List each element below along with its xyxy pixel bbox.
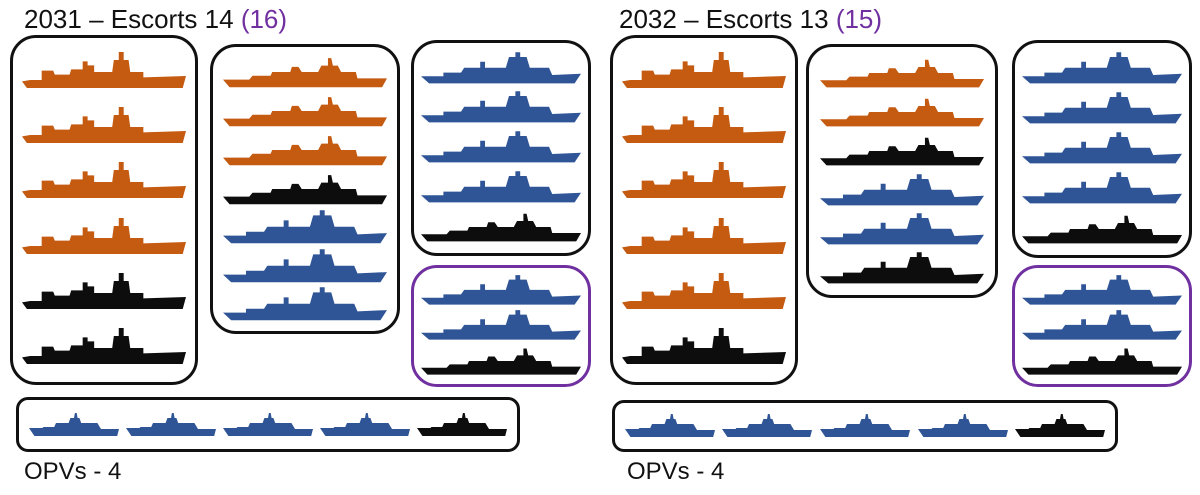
orange-destroyer-ship-icon xyxy=(22,51,186,88)
black-type23-ship-icon xyxy=(1022,348,1182,375)
blue-frigate-ship-icon xyxy=(1022,132,1182,164)
opv-label: OPVs - 4 xyxy=(24,458,122,485)
orange-destroyer-ship-icon xyxy=(22,162,186,199)
black-opv-ship-icon xyxy=(1015,414,1106,437)
opv-label: OPVs - 4 xyxy=(627,458,725,485)
black-destroyer-ship-icon xyxy=(22,272,186,309)
destroyer-group xyxy=(610,35,798,385)
blue-opv-ship-icon xyxy=(222,412,313,436)
title-extra: (16) xyxy=(240,4,288,34)
black-type23-ship-icon xyxy=(421,213,581,242)
blue-frigate-ship-icon xyxy=(421,310,581,340)
black-opv-ship-icon xyxy=(417,412,508,436)
orange-destroyer-ship-icon xyxy=(22,106,186,143)
blue-frigate-ship-icon xyxy=(421,131,581,163)
blue-opv-ship-icon xyxy=(917,414,1008,437)
black-destroyer-ship-icon xyxy=(22,328,186,365)
opv-group xyxy=(612,400,1118,452)
orange-type23-ship-icon xyxy=(223,136,387,166)
black-type23-ship-icon xyxy=(1022,215,1182,244)
orange-type23-ship-icon xyxy=(820,98,984,127)
title-main: 2032 – Escorts 13 xyxy=(619,4,829,34)
black-type23-ship-icon xyxy=(820,138,984,166)
orange-destroyer-ship-icon xyxy=(622,51,786,88)
blue-frigate-ship-icon xyxy=(421,51,581,84)
orange-destroyer-ship-icon xyxy=(622,272,786,309)
orange-type23-ship-icon xyxy=(223,97,387,127)
blue-frigate-ship-icon xyxy=(223,287,387,321)
blue-frigate-ship-icon xyxy=(1022,310,1182,340)
destroyer-group xyxy=(10,35,198,385)
reserve-group xyxy=(411,265,591,387)
black-type23-ship-icon xyxy=(421,348,581,375)
blue-opv-ship-icon xyxy=(624,414,715,437)
blue-frigate-ship-icon xyxy=(223,248,387,282)
blue-frigate-ship-icon xyxy=(1022,275,1182,305)
black-frigate-ship-icon xyxy=(820,252,984,284)
orange-destroyer-ship-icon xyxy=(622,106,786,143)
blue-frigate-ship-icon xyxy=(1022,92,1182,124)
blue-opv-ship-icon xyxy=(28,412,119,436)
frigate-group xyxy=(411,40,591,256)
blue-opv-ship-icon xyxy=(819,414,910,437)
blue-frigate-ship-icon xyxy=(820,213,984,245)
frigate-group xyxy=(1012,40,1192,258)
orange-type23-ship-icon xyxy=(820,59,984,88)
orange-destroyer-ship-icon xyxy=(622,162,786,199)
reserve-group xyxy=(1012,265,1192,387)
title-main: 2031 – Escorts 14 xyxy=(24,4,234,34)
blue-opv-ship-icon xyxy=(320,412,411,436)
blue-frigate-ship-icon xyxy=(421,275,581,305)
black-type23-ship-icon xyxy=(223,175,387,205)
blue-frigate-ship-icon xyxy=(1022,172,1182,204)
blue-opv-ship-icon xyxy=(722,414,813,437)
orange-type23-ship-icon xyxy=(223,58,387,88)
blue-frigate-ship-icon xyxy=(421,91,581,123)
blue-frigate-ship-icon xyxy=(820,173,984,206)
orange-destroyer-ship-icon xyxy=(22,217,186,254)
opv-group xyxy=(16,397,520,452)
blue-frigate-ship-icon xyxy=(223,210,387,243)
black-destroyer-ship-icon xyxy=(622,328,786,365)
blue-frigate-ship-icon xyxy=(421,170,581,202)
panel-title: 2031 – Escorts 14 (16) xyxy=(24,4,287,34)
frigate-group-mixed xyxy=(806,44,998,298)
frigate-group-mixed xyxy=(210,44,400,334)
blue-frigate-ship-icon xyxy=(1022,52,1182,84)
title-extra: (15) xyxy=(835,4,883,34)
panel-title: 2032 – Escorts 13 (15) xyxy=(619,4,882,34)
blue-opv-ship-icon xyxy=(125,412,216,436)
orange-destroyer-ship-icon xyxy=(622,217,786,254)
